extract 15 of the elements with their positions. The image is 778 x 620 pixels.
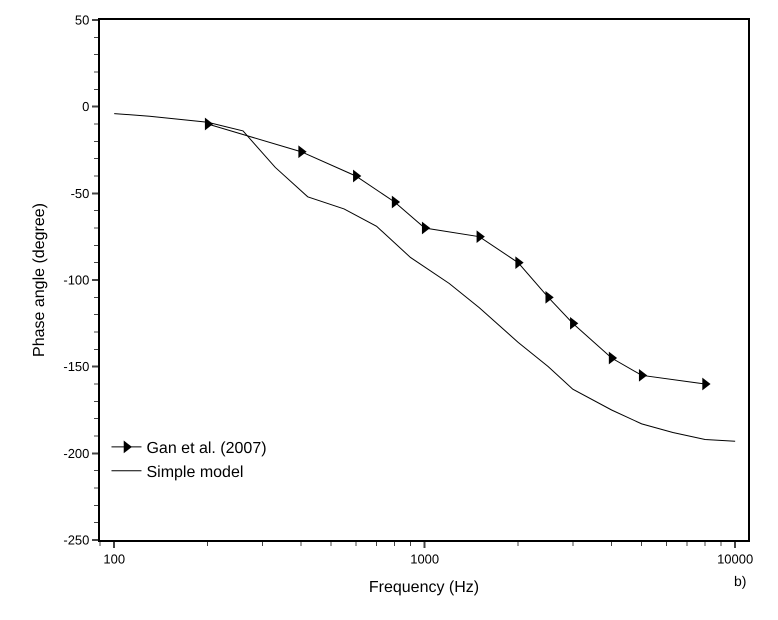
legend-label: Simple model [146,464,244,481]
y-tick-label: 50 [74,12,90,28]
y-tick-label: 0 [82,99,90,114]
y-tick-label: -100 [63,272,90,288]
y-axis-title: Phase angle (degree) [30,203,48,357]
y-tick-label: -200 [63,446,90,461]
legend-label: Gan et al. (2007) [146,440,267,458]
y-tick-label: -150 [63,359,90,374]
x-tick-label: 100 [103,552,126,567]
x-tick-label: 1000 [410,552,440,567]
text: b) [734,573,746,589]
x-axis-title: Frequency (Hz) [368,578,480,596]
y-tick-label: -50 [70,186,90,201]
x-tick-label: 10000 [717,552,754,567]
y-tick-label: -250 [63,532,90,548]
